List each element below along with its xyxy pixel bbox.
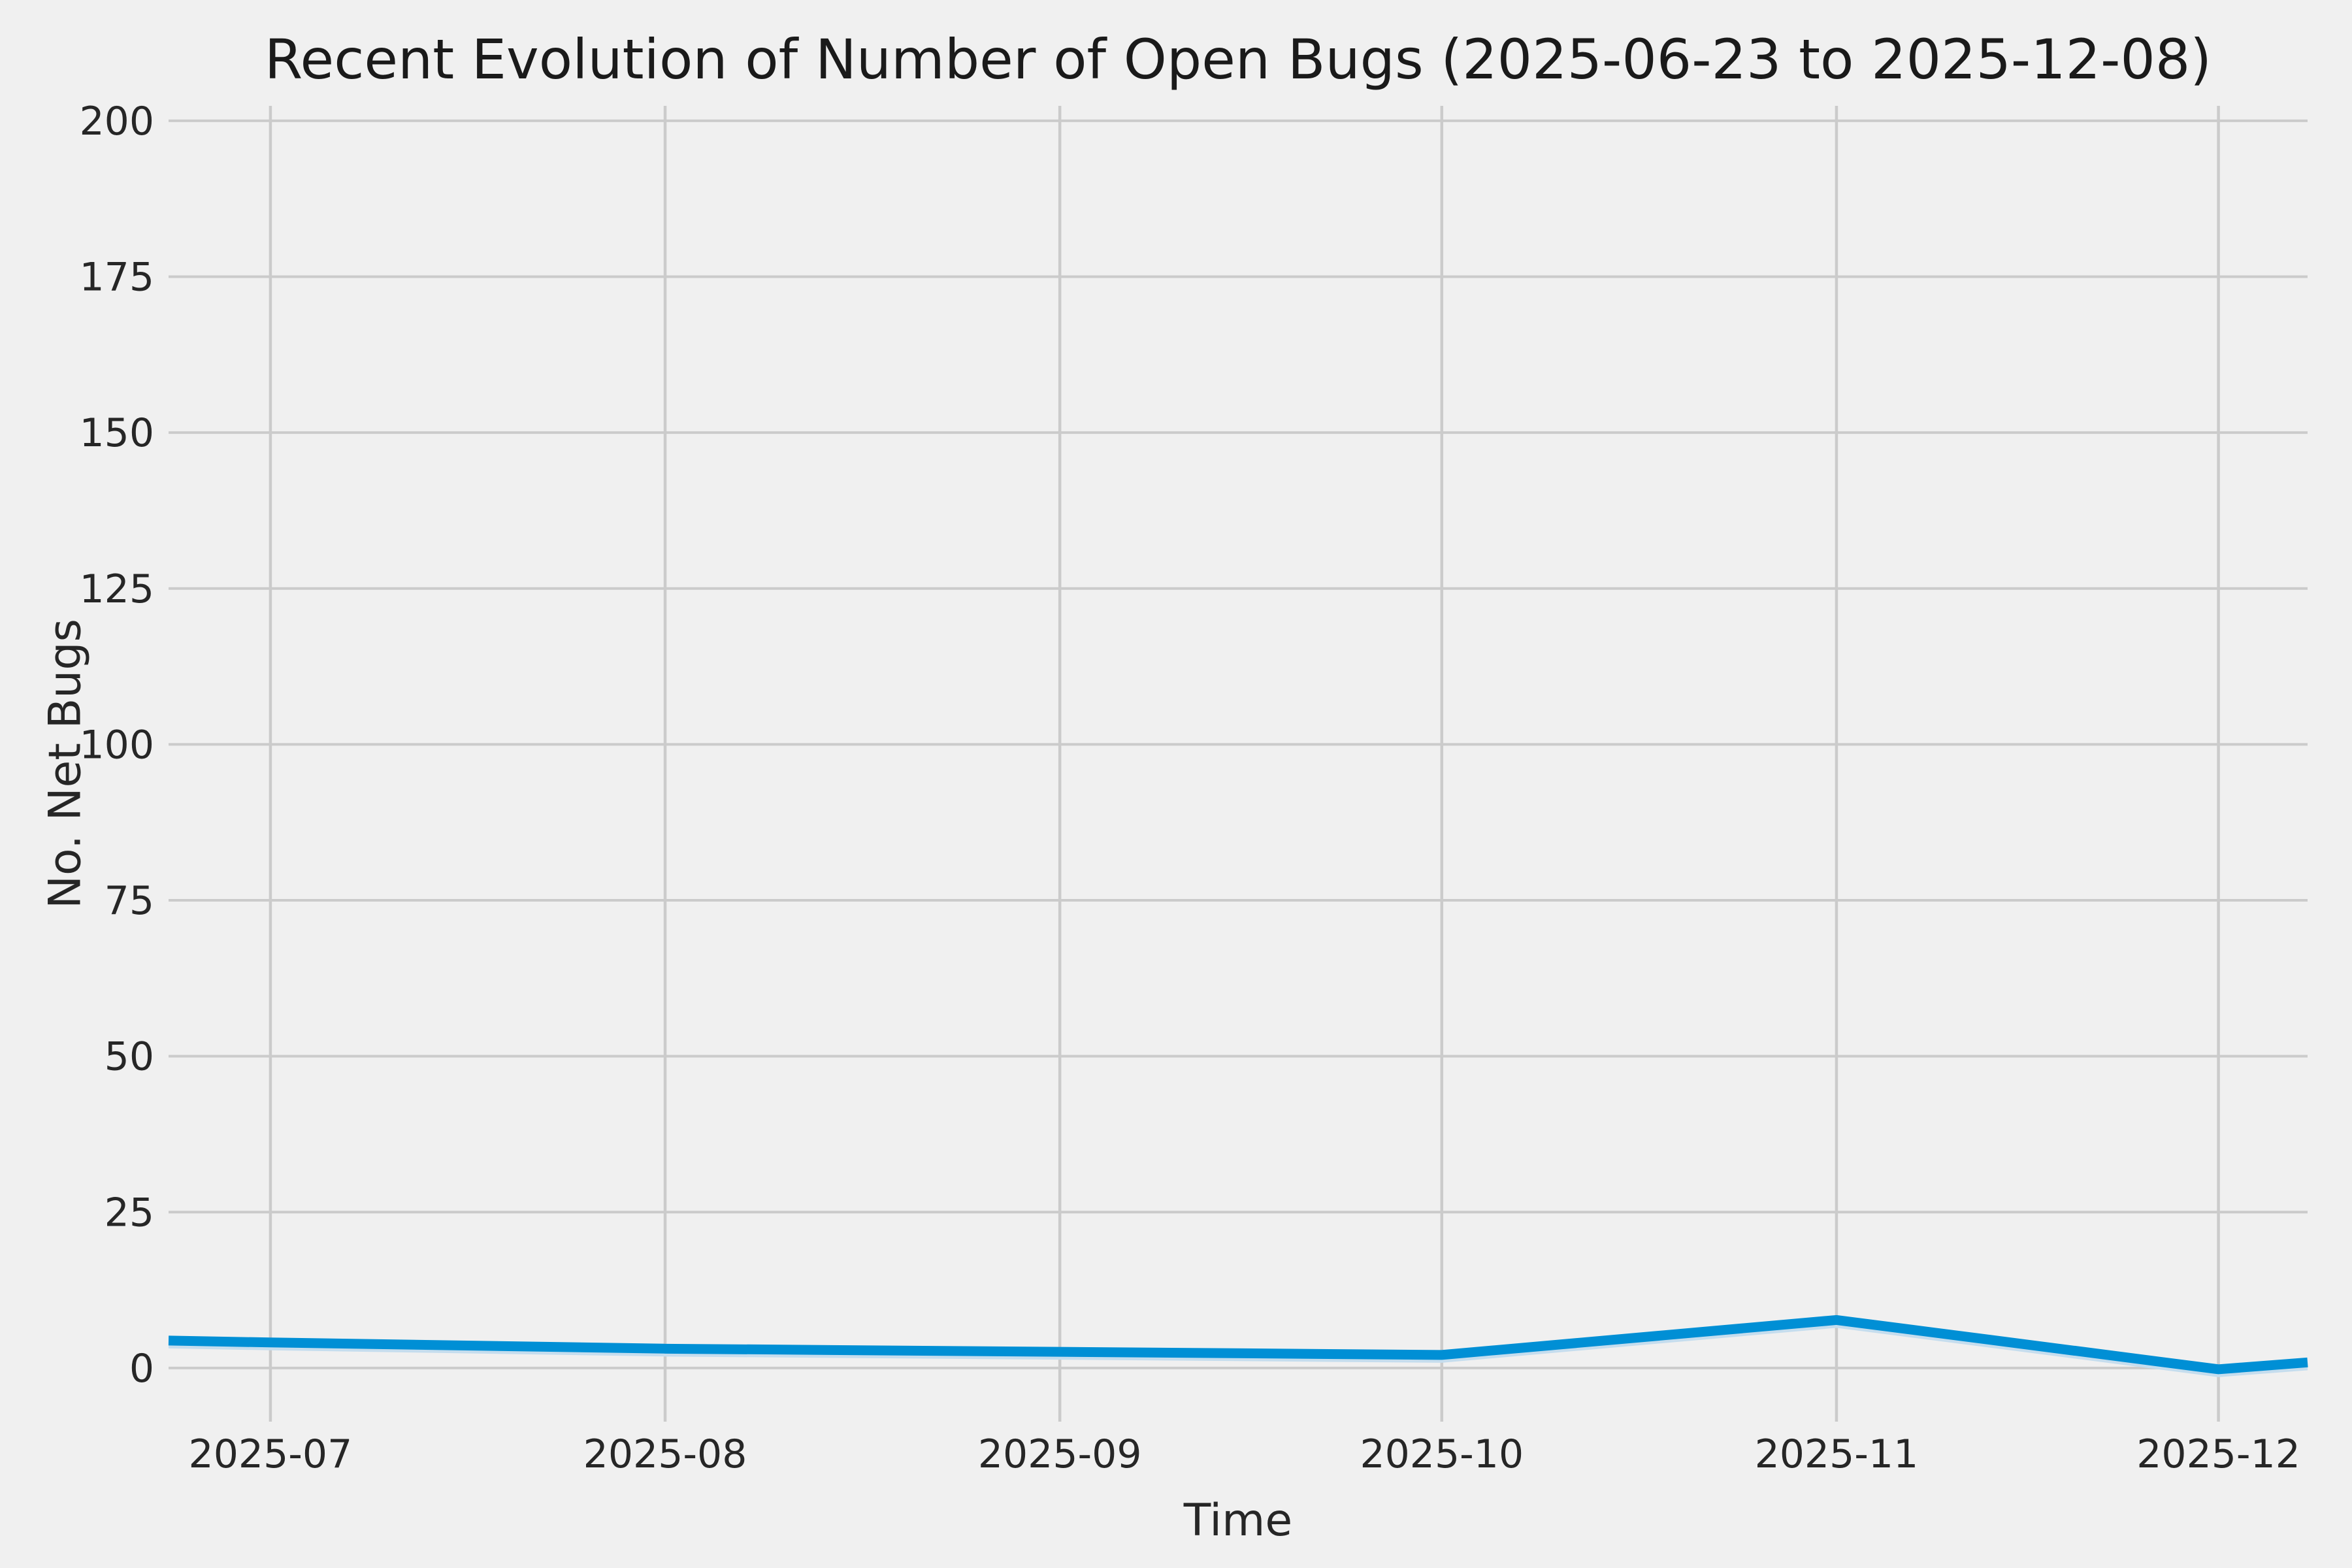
y-tick-label: 125 (79, 566, 154, 612)
y-tick-label: 50 (105, 1034, 154, 1080)
chart-title: Recent Evolution of Number of Open Bugs … (264, 27, 2212, 91)
open-bugs-underlay-line (168, 1324, 2308, 1377)
y-tick-label: 0 (129, 1346, 154, 1392)
x-axis-label: Time (1183, 1495, 1293, 1546)
x-tick-label: 2025-08 (583, 1431, 747, 1477)
x-tick-label: 2025-11 (1755, 1431, 1919, 1477)
y-tick-label: 175 (79, 255, 154, 301)
y-tick-label: 25 (105, 1190, 154, 1235)
open-bugs-line (168, 1315, 2308, 1375)
y-axis-label: No. Net Bugs (39, 619, 91, 909)
y-tick-label: 100 (79, 722, 154, 768)
y-tick-label: 200 (79, 99, 154, 144)
x-tick-label: 2025-10 (1360, 1431, 1524, 1477)
x-tick-label: 2025-07 (189, 1431, 353, 1477)
y-tick-label: 75 (105, 878, 154, 924)
y-tick-label: 150 (79, 410, 154, 456)
x-tick-label: 2025-12 (2136, 1431, 2300, 1477)
x-tick-label: 2025-09 (978, 1431, 1142, 1477)
